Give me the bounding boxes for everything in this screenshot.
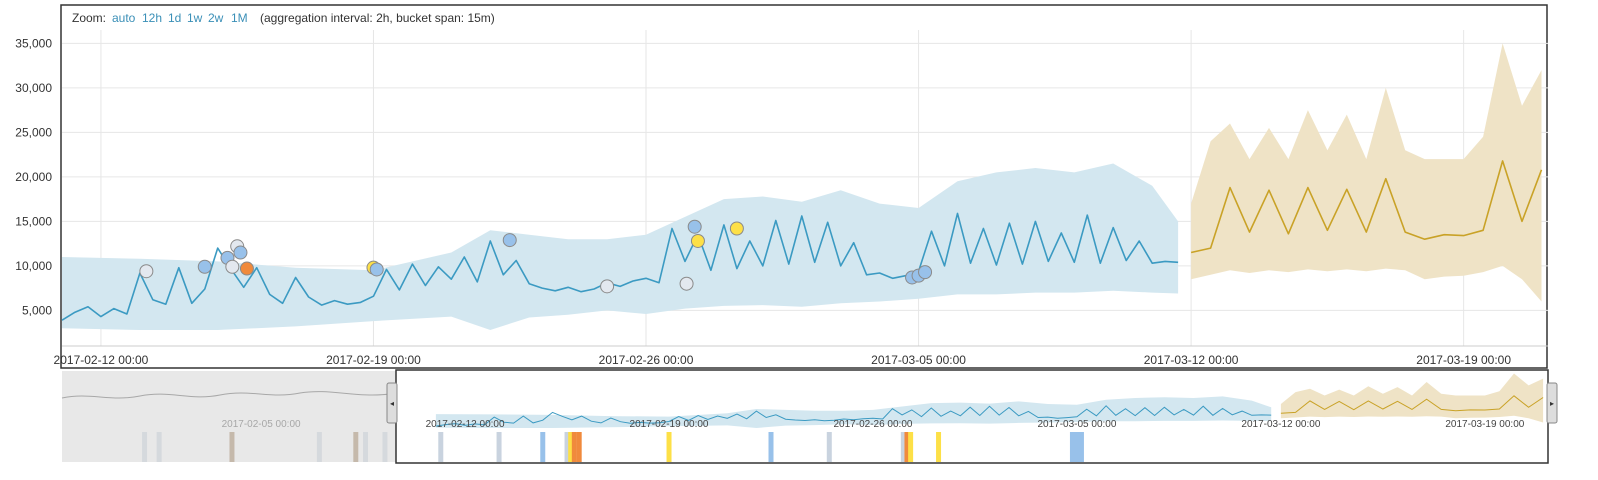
forecast-line <box>1190 160 1543 254</box>
x-tick-label: 2017-02-12 00:00 <box>54 353 149 367</box>
brush-handle-left[interactable]: ◂ <box>386 382 398 424</box>
context-model-bounds <box>435 396 1272 428</box>
x-tick-label: 2017-02-19 00:00 <box>326 353 421 367</box>
context-x-tick-label: 2017-03-12 00:00 <box>1241 419 1320 430</box>
zoom-label: Zoom: <box>72 11 106 25</box>
zoom-option-1w[interactable]: 1w <box>187 11 203 25</box>
swimlane-cell-major[interactable] <box>936 432 942 462</box>
x-tick-label: 2017-03-12 00:00 <box>1144 353 1239 367</box>
context-x-tick-label: 2017-02-12 00:00 <box>426 419 505 430</box>
zoom-option-12h[interactable]: 12h <box>142 11 162 25</box>
zoom-option-2w[interactable]: 2w <box>208 11 224 25</box>
swimlane-cell-major[interactable] <box>666 432 672 462</box>
y-tick-label: 5,000 <box>22 303 52 317</box>
x-tick-label: 2017-03-05 00:00 <box>871 353 966 367</box>
context-actual-line <box>435 405 1272 427</box>
y-tick-label: 20,000 <box>15 170 52 184</box>
anomaly-marker-minor[interactable] <box>502 233 517 248</box>
swimlane-cell-critical[interactable] <box>576 432 582 462</box>
y-tick-label: 15,000 <box>15 214 52 228</box>
swimlane-cell-minor[interactable] <box>768 432 774 462</box>
swimlane-cell-warning[interactable] <box>438 432 444 462</box>
brush-handle-left-arrow-icon: ◂ <box>390 399 394 408</box>
zoom-header: Zoom: auto 12h 1d 1w 2w 1M (aggregation … <box>72 11 495 25</box>
focus-chart: 5,000 10,000 15,000 20,000 25,000 30,000 35,00… <box>15 4 1548 369</box>
anomaly-marker-minor[interactable] <box>687 219 702 234</box>
anomaly-marker-minor[interactable] <box>197 259 212 274</box>
brush-mask-left <box>62 371 396 462</box>
forecast-bounds-area <box>1191 43 1542 302</box>
x-tick-label: 2017-02-26 00:00 <box>599 353 694 367</box>
anomaly-marker-minor[interactable] <box>918 265 933 280</box>
swimlane-cell-warning[interactable] <box>900 432 906 462</box>
zoom-option-1m[interactable]: 1M <box>231 11 248 25</box>
brush-handle-right-arrow-icon: ▸ <box>1550 399 1554 408</box>
swimlane-cell-warning[interactable] <box>826 432 832 462</box>
swimlane-cell-warning[interactable] <box>564 432 570 462</box>
y-tick-label: 35,000 <box>15 36 52 50</box>
anomaly-marker-minor[interactable] <box>233 245 248 260</box>
anomaly-marker-warning[interactable] <box>225 259 240 274</box>
model-bounds-area <box>62 163 1179 330</box>
y-tick-label: 10,000 <box>15 259 52 273</box>
actual-value-line <box>61 212 1179 321</box>
swimlane-cell-critical[interactable] <box>571 432 577 462</box>
swimlane-cell-minor_wide[interactable] <box>1069 432 1084 462</box>
brush-handle-left-grip[interactable] <box>386 382 398 424</box>
anomaly-marker-critical[interactable] <box>239 261 254 276</box>
anomaly-marker-warning[interactable] <box>139 264 154 279</box>
anomaly-marker-major[interactable] <box>729 221 744 236</box>
zoom-option-auto[interactable]: auto <box>112 11 136 25</box>
anomaly-marker-warning[interactable] <box>600 279 615 294</box>
aggregation-info: (aggregation interval: 2h, bucket span: … <box>260 11 495 25</box>
anomaly-marker-minor[interactable] <box>369 262 384 277</box>
swimlane-cell-major[interactable] <box>908 432 914 462</box>
anomaly-marker-warning[interactable] <box>679 276 694 291</box>
context-x-tick-label: 2017-02-26 00:00 <box>834 419 913 430</box>
y-tick-label: 25,000 <box>15 125 52 139</box>
context-x-tick-label: 2017-03-05 00:00 <box>1037 419 1116 430</box>
brush-handle-right-grip[interactable] <box>1546 382 1558 424</box>
swimlane-cell-minor[interactable] <box>540 432 546 462</box>
context-history-line <box>61 391 391 399</box>
context-forecast-line <box>1280 395 1544 414</box>
swimlane-cell-warning[interactable] <box>496 432 502 462</box>
brush-handle-right[interactable]: ▸ <box>1546 382 1558 424</box>
zoom-option-1d[interactable]: 1d <box>168 11 181 25</box>
anomaly-marker-major[interactable] <box>690 233 705 248</box>
swimlane-cell-major[interactable] <box>568 432 574 462</box>
y-tick-label: 30,000 <box>15 81 52 95</box>
context-x-tick-label: 2017-02-19 00:00 <box>630 419 709 430</box>
context-x-tick-label: 2017-03-19 00:00 <box>1445 419 1524 430</box>
x-tick-label: 2017-03-19 00:00 <box>1416 353 1511 367</box>
swimlane-cell-critical[interactable] <box>904 432 910 462</box>
